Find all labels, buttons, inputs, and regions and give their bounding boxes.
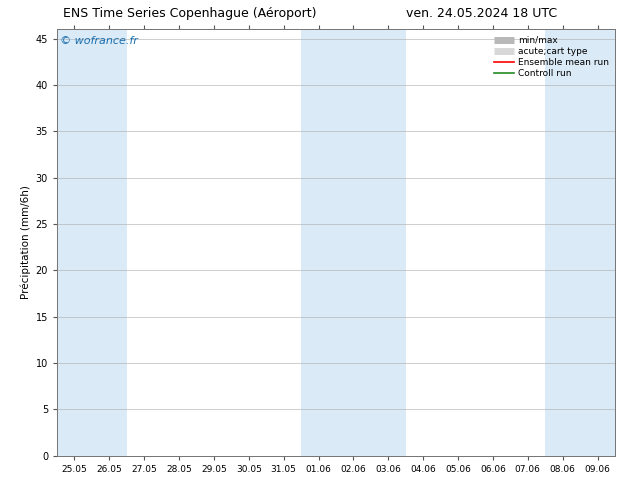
- Text: © wofrance.fr: © wofrance.fr: [60, 36, 138, 46]
- Y-axis label: Précipitation (mm/6h): Précipitation (mm/6h): [21, 186, 31, 299]
- Text: ENS Time Series Copenhague (Aéroport): ENS Time Series Copenhague (Aéroport): [63, 7, 317, 21]
- Bar: [545, 29, 615, 456]
- Bar: [301, 29, 406, 456]
- Legend: min/max, acute;cart type, Ensemble mean run, Controll run: min/max, acute;cart type, Ensemble mean …: [493, 34, 611, 80]
- Bar: [57, 29, 127, 456]
- Text: ven. 24.05.2024 18 UTC: ven. 24.05.2024 18 UTC: [406, 7, 557, 21]
